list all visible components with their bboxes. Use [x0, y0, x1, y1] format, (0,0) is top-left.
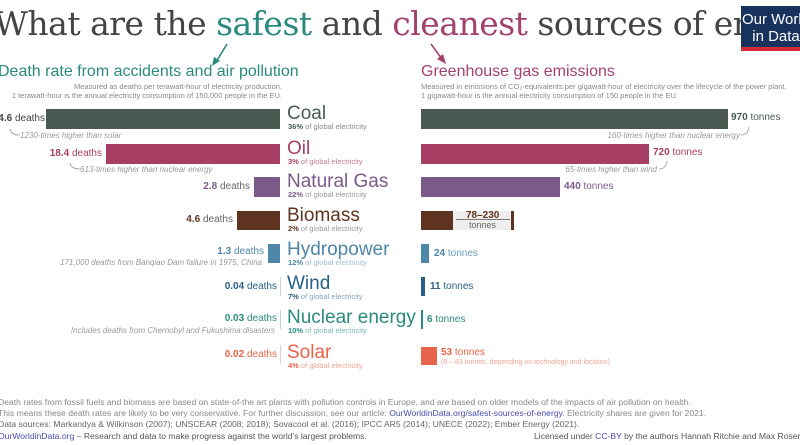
- gas-death-bar[interactable]: [254, 177, 280, 197]
- solar-ghg-value: 53 tonnes: [441, 347, 485, 358]
- coal-death-note: 1230-times higher than solar: [20, 131, 122, 140]
- coal-death-value: 24.6 deaths: [0, 113, 45, 124]
- ghg-title: Greenhouse gas emissions: [421, 63, 615, 80]
- coal-death-bar[interactable]: [46, 109, 280, 129]
- footer-note-1: Death rates from fossil fuels and biomas…: [0, 397, 691, 407]
- title-text: What are the: [0, 4, 217, 43]
- article-link[interactable]: OurWorldinData.org/safest-sources-of-ene…: [389, 408, 563, 418]
- logo-line-2: in Data: [752, 28, 800, 45]
- oil-note-arrow-icon: [69, 162, 81, 170]
- title-safest: safest: [216, 4, 312, 43]
- oil-ghg-note: 65-times higher than wind: [565, 165, 657, 174]
- wind-label: Wind: [287, 273, 331, 294]
- solar-ghg-bar[interactable]: [421, 347, 437, 365]
- oil-ghg-note-arrow-icon: [658, 160, 668, 170]
- oil-ghg-value: 720 tonnes: [653, 147, 703, 158]
- coal-ghg-value: 970 tonnes: [731, 112, 781, 123]
- gas-label: Natural Gas: [287, 171, 389, 192]
- nuclear-ghg-value: 6 tonnes: [427, 314, 466, 325]
- biomass-death-bar[interactable]: [237, 211, 280, 230]
- wind-death-value: 0.04 deaths: [224, 281, 277, 292]
- hydro-death-value: 1.3 deaths: [217, 246, 264, 257]
- wind-ghg-bar[interactable]: [421, 277, 425, 296]
- arrow-safest-icon: [212, 43, 228, 66]
- footer-license: Licensed under CC-BY by the authors Hann…: [534, 431, 800, 441]
- wind-death-bar[interactable]: [280, 277, 281, 296]
- hydro-death-note: 171,000 deaths from Banqiao Dam failure …: [60, 258, 262, 267]
- footer-sources: Data sources: Markandya & Wilkinson (200…: [0, 419, 580, 429]
- page-title: What are the safest and cleanest sources…: [0, 4, 800, 43]
- hydro-label: Hydropower: [287, 239, 390, 260]
- coal-ghg-note: 160-times higher than nuclear energy: [607, 131, 740, 140]
- nuclear-ghg-bar[interactable]: [421, 310, 423, 329]
- owid-logo[interactable]: Our World in Data: [741, 6, 800, 51]
- oil-ghg-bar[interactable]: [421, 144, 649, 164]
- gas-ghg-value: 440 tonnes: [564, 181, 614, 192]
- hydro-death-bar[interactable]: [268, 244, 280, 263]
- coal-label: Coal: [287, 103, 327, 124]
- gas-death-value: 2.8 deaths: [203, 181, 250, 192]
- biomass-ghg-range-value: 78–230: [466, 210, 500, 221]
- hydro-ghg-bar[interactable]: [421, 244, 429, 263]
- cc-by-link[interactable]: CC-BY: [595, 431, 622, 441]
- wind-ghg-value: 11 tonnes: [430, 281, 474, 292]
- biomass-ghg-range-end: [511, 211, 514, 230]
- wind-share: 7% of global electricity: [288, 292, 363, 301]
- coal-note-arrow-icon: [9, 128, 21, 136]
- biomass-label: Biomass: [287, 205, 360, 226]
- solar-death-bar[interactable]: [280, 345, 281, 364]
- footer-owid: OurWorldinData.org – Research and data t…: [0, 431, 367, 441]
- owid-link[interactable]: OurWorldinData.org: [0, 431, 75, 441]
- nuclear-death-bar[interactable]: [280, 310, 281, 329]
- death-rate-title: Death rate from accidents and air pollut…: [0, 63, 299, 80]
- oil-death-bar[interactable]: [106, 144, 280, 164]
- death-rate-subtitle-1: Measured as deaths per terawatt-hour of …: [73, 82, 282, 91]
- title-cleanest: cleanest: [392, 4, 528, 43]
- solar-share: 4% of global electricity: [288, 361, 363, 370]
- arrow-cleanest-icon: [430, 43, 446, 64]
- coal-share: 36% of global electricity: [288, 122, 367, 131]
- biomass-ghg-bar[interactable]: [421, 211, 453, 230]
- biomass-range-line: [456, 219, 510, 220]
- title-text: and: [311, 4, 393, 43]
- coal-ghg-note-arrow-icon: [740, 126, 750, 136]
- logo-line-1: Our World: [741, 11, 800, 28]
- hydro-ghg-value: 24 tonnes: [434, 248, 478, 259]
- biomass-ghg-range-unit: tonnes: [469, 220, 497, 230]
- solar-death-value: 0.02 deaths: [224, 349, 277, 360]
- hydro-share: 12% of global electricity: [288, 258, 367, 267]
- oil-death-note: 613-times higher than nuclear energy: [80, 165, 213, 174]
- oil-label: Oil: [287, 138, 311, 159]
- ghg-subtitle-2: 1 gigawatt-hour is the annual electricit…: [421, 91, 678, 100]
- coal-ghg-bar[interactable]: [421, 109, 728, 129]
- death-rate-subtitle-2: 1 terawatt-hour is the annual electricit…: [11, 91, 282, 100]
- biomass-share: 2% of global electricity: [288, 224, 363, 233]
- nuclear-death-value: 0.03 deaths: [224, 313, 277, 324]
- nuclear-label: Nuclear energy: [287, 307, 416, 328]
- solar-ghg-note: (8 – 83 tonnes, depending on technology …: [441, 359, 610, 366]
- oil-share: 3% of global electricity: [288, 157, 363, 166]
- gas-share: 22% of global electricity: [288, 190, 367, 199]
- gas-ghg-bar[interactable]: [421, 177, 560, 197]
- footer-note-2: This means these death rates are likely …: [0, 408, 707, 418]
- biomass-death-value: 4.6 deaths: [186, 214, 233, 225]
- oil-death-value: 18.4 deaths: [49, 148, 102, 159]
- nuclear-share: 10% of global electricity: [288, 326, 367, 335]
- nuclear-death-note: Includes deaths from Chernobyl and Fukus…: [70, 326, 275, 335]
- solar-label: Solar: [287, 342, 332, 363]
- ghg-subtitle-1: Measured in emissions of CO₂-equivalents…: [421, 82, 787, 91]
- biomass-ghg-range: [453, 211, 512, 230]
